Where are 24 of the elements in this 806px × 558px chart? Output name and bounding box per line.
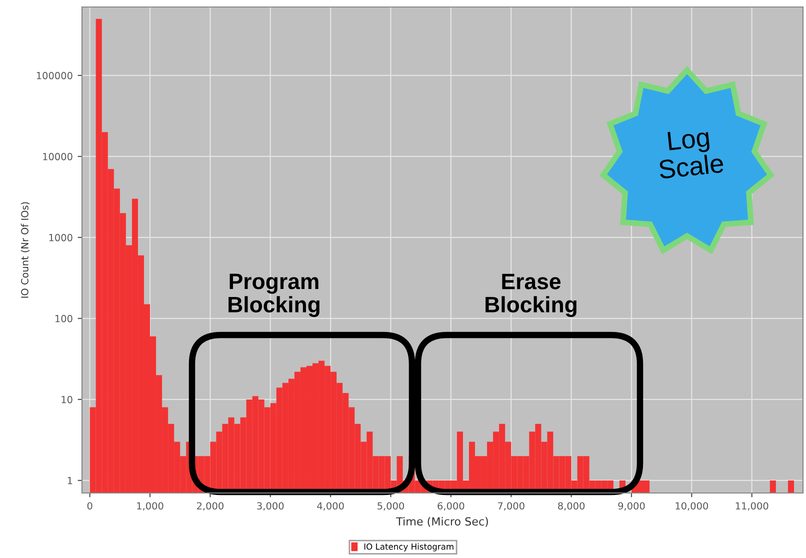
y-tick-label: 1000 [49,234,72,242]
y-tick-label: 1 [68,477,72,484]
annotation: Program Blocking [228,274,320,317]
x-tick-label: 3,000 [257,502,284,511]
y-tick-label: 10000 [43,152,72,160]
x-tick-label: 4,000 [317,502,344,511]
x-tick-label: 11,000 [736,502,768,511]
x-tick-label: 8,000 [558,502,585,511]
x-tick-label: 0 [87,502,92,510]
x-tick-label: 2,000 [196,502,224,511]
x-tick-label: 6,000 [438,502,464,511]
legend-label: IO Latency Histogram [364,543,454,552]
x-tick-label: 9,000 [618,502,645,511]
y-tick-label: 100 [55,314,72,322]
annotation: Log Scale [658,128,724,180]
y-axis-title: IO Count (Nr Of IOs) [20,202,30,298]
x-tick-label: 5,000 [378,502,404,511]
x-tick-label: 1,000 [137,502,164,511]
annotation: Erase Blocking [486,274,576,317]
y-tick-label: 10 [62,396,72,404]
x-tick-label: 10,000 [676,502,708,511]
y-tick-label: 100000 [36,72,72,80]
x-tick-label: 7,000 [498,502,524,511]
x-axis-title: Time (Micro Sec) [396,516,488,527]
